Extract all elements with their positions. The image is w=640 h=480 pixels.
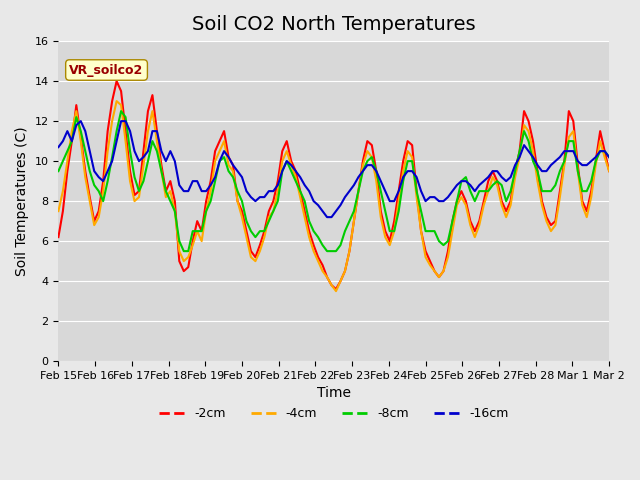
Legend: -2cm, -4cm, -8cm, -16cm: -2cm, -4cm, -8cm, -16cm	[154, 402, 513, 425]
Text: VR_soilco2: VR_soilco2	[69, 63, 143, 76]
Title: Soil CO2 North Temperatures: Soil CO2 North Temperatures	[192, 15, 476, 34]
Y-axis label: Soil Temperatures (C): Soil Temperatures (C)	[15, 126, 29, 276]
X-axis label: Time: Time	[317, 386, 351, 400]
